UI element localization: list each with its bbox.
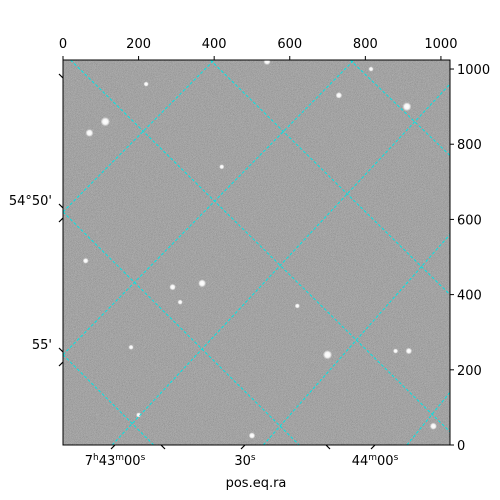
star-10 — [263, 60, 271, 66]
right-tick-label-0: 0 — [457, 439, 465, 454]
top-pixel-axis: 0 200 400 600 800 1000 — [59, 37, 457, 60]
star-13 — [135, 412, 142, 418]
stars-layer — [82, 60, 438, 439]
ra-minor-tick-1 — [325, 444, 331, 450]
star-12 — [177, 299, 183, 305]
grid-line-0 — [63, 211, 300, 445]
grid-line-6 — [63, 60, 355, 356]
dec-tick-label-0: 54°50' — [9, 194, 52, 209]
grid-line-4 — [349, 60, 450, 156]
star-8 — [429, 422, 438, 430]
top-tick-label-0: 0 — [59, 37, 67, 52]
top-tick-label-200: 200 — [126, 37, 151, 52]
right-tick-label-400: 400 — [457, 289, 482, 304]
ra-tick-label-2: 44m00s — [352, 453, 399, 469]
ra-minor-tick-0 — [160, 444, 166, 450]
star-4 — [322, 350, 333, 360]
grid-line-1 — [63, 354, 155, 445]
ra-tick-label-1: 30s — [234, 453, 256, 469]
dec-tick-lower-1 — [58, 361, 64, 367]
grid-line-7 — [111, 83, 450, 445]
star-9 — [248, 432, 256, 439]
top-tick-label-800: 800 — [353, 37, 378, 52]
star-18 — [392, 348, 399, 354]
ra-axis: 7h43m00s 30s 44m00s — [85, 444, 399, 469]
star-19 — [219, 164, 225, 170]
star-0 — [100, 116, 111, 127]
ra-tick-1 — [240, 444, 246, 450]
top-tick-label-1000: 1000 — [424, 37, 457, 52]
right-pixel-axis: 0 200 400 600 800 1000 — [450, 63, 490, 454]
grid-line-5 — [63, 60, 215, 213]
dec-edge-tick-0 — [58, 73, 64, 79]
star-14 — [128, 344, 134, 350]
dec-tick-lower-0 — [58, 217, 64, 223]
star-17 — [143, 81, 149, 87]
sky-image-noise — [63, 60, 450, 445]
star-11 — [82, 257, 89, 264]
ra-tick-0 — [110, 444, 116, 450]
grid-line-9 — [406, 392, 450, 445]
star-6 — [169, 283, 176, 291]
coordinate-grid-layer — [63, 60, 450, 445]
star-3 — [335, 92, 343, 99]
dec-tick-1 — [58, 347, 64, 353]
star-2 — [402, 102, 412, 112]
grid-line-8 — [262, 234, 450, 445]
right-tick-label-1000: 1000 — [457, 63, 490, 78]
star-7 — [405, 347, 413, 355]
dec-tick-0 — [58, 203, 64, 209]
star-5 — [198, 279, 207, 288]
grid-line-3 — [210, 60, 450, 295]
ra-tick-label-0: 7h43m00s — [85, 453, 146, 469]
grid-line-2 — [70, 60, 450, 433]
dec-tick-label-1: 55' — [32, 338, 52, 353]
x-axis-label: pos.eq.ra — [226, 476, 287, 491]
star-15 — [294, 303, 300, 309]
right-tick-label-200: 200 — [457, 364, 482, 379]
star-16 — [368, 66, 374, 72]
top-tick-label-400: 400 — [202, 37, 227, 52]
right-tick-label-800: 800 — [457, 138, 482, 153]
ra-tick-2 — [370, 444, 376, 450]
dec-axis: 54°50' 55' — [9, 73, 64, 367]
star-1 — [85, 128, 94, 137]
plot-area — [62, 59, 451, 446]
top-tick-label-600: 600 — [277, 37, 302, 52]
right-tick-label-600: 600 — [457, 213, 482, 228]
plot-frame — [62, 59, 451, 446]
